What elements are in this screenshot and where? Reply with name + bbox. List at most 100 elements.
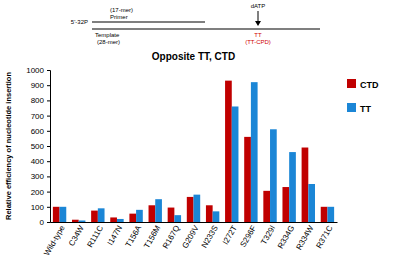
- tick: N233S: [200, 222, 220, 250]
- annotation: 5'-32P: [71, 19, 88, 25]
- bar: [302, 148, 309, 222]
- tick: 500: [31, 142, 50, 151]
- tick-mark: [47, 176, 50, 177]
- bar: [129, 214, 136, 222]
- annotation: TT: [254, 32, 262, 38]
- legend: CTD TT: [347, 79, 379, 114]
- bar: [136, 210, 143, 222]
- annotation: Primer: [110, 14, 128, 20]
- tick: R334W: [294, 222, 315, 252]
- bar: [225, 81, 232, 222]
- bar: [289, 152, 296, 222]
- tick-label: T156A: [124, 223, 144, 248]
- tick: R371C: [314, 222, 334, 250]
- tick-label: 0: [40, 218, 45, 227]
- bars: [53, 81, 334, 222]
- tick-label: R167Q: [161, 224, 181, 250]
- tick: 800: [31, 96, 50, 105]
- annotation: (28-mer): [97, 39, 120, 45]
- tick-label: 300: [31, 172, 45, 181]
- tick: Wild-type: [42, 222, 67, 257]
- bar: [213, 211, 220, 222]
- tick: R111C: [85, 222, 105, 249]
- tick: C34W: [67, 222, 86, 248]
- tick: I147N: [106, 222, 125, 247]
- tick-mark: [47, 222, 50, 223]
- bar: [194, 195, 201, 222]
- tick-mark: [47, 161, 50, 162]
- tick: S296F: [238, 222, 258, 249]
- tick-label: 100: [31, 203, 45, 212]
- bar: [98, 208, 105, 222]
- bar: [155, 199, 162, 222]
- axis-line: [47, 71, 51, 223]
- primer-line: [92, 21, 205, 22]
- tick-label: S296F: [238, 224, 258, 249]
- tick-label: N233S: [200, 224, 220, 250]
- tick: 300: [31, 172, 50, 181]
- annotation: (17-mer): [110, 7, 133, 13]
- tick-label: 600: [31, 127, 45, 136]
- tick: 900: [31, 81, 50, 90]
- bar: [187, 197, 194, 222]
- legend-label: CTD: [360, 80, 379, 90]
- bar: [91, 211, 98, 222]
- chart: 5'-32P(17-mer)PrimerTemplate(28-mer)dATP…: [0, 0, 399, 276]
- title: Opposite TT, CTD: [152, 51, 235, 62]
- bar: [79, 220, 86, 222]
- legend-swatch: [347, 79, 356, 88]
- tick: I272T: [221, 222, 239, 246]
- bar: [244, 137, 251, 222]
- tick-label: C34W: [67, 224, 86, 248]
- tick: 200: [31, 188, 50, 197]
- bar: [206, 205, 213, 222]
- tick: R167Q: [161, 222, 181, 250]
- tick-label: 800: [31, 96, 45, 105]
- bar: [60, 207, 67, 222]
- tick: T156A: [124, 222, 144, 249]
- annotation: (TT-CPD): [245, 39, 271, 45]
- tick: R334G: [276, 222, 296, 250]
- tick-mark: [47, 100, 50, 101]
- tick: 0: [40, 218, 50, 227]
- bar: [251, 82, 258, 222]
- tick-mark: [47, 85, 50, 86]
- bar: [168, 208, 175, 222]
- tick-label: R334W: [294, 224, 315, 252]
- tick-label: T156M: [142, 224, 162, 250]
- tick-label: R371C: [314, 224, 334, 250]
- tick: 600: [31, 127, 50, 136]
- tick-label: R111C: [85, 224, 105, 249]
- bar: [327, 207, 334, 222]
- tick-label: 1000: [26, 66, 44, 75]
- annotation: dATP: [251, 3, 266, 9]
- template-line: [92, 28, 320, 29]
- bar: [72, 220, 79, 222]
- tick-label: G209V: [180, 223, 201, 250]
- axis-title: Relative efficiency of nucleotide insert…: [4, 72, 13, 220]
- bar: [110, 217, 117, 222]
- legend-swatch: [347, 103, 356, 112]
- tick: G209V: [180, 222, 201, 250]
- tick-label: 700: [31, 112, 45, 121]
- axis-line: [51, 222, 338, 223]
- tick: 1000: [26, 66, 50, 75]
- legend-label: TT: [360, 104, 371, 114]
- tick-label: 900: [31, 81, 45, 90]
- tick: 700: [31, 112, 50, 121]
- bar: [321, 207, 328, 222]
- tick: 100: [31, 203, 50, 212]
- tick-mark: [47, 192, 50, 193]
- tick-mark: [47, 207, 50, 208]
- diagram: 5'-32P(17-mer)PrimerTemplate(28-mer)dATP…: [71, 3, 320, 45]
- bar: [232, 106, 239, 222]
- plot: 0 100 200 300 400 500 600 700 800 900 1000 Wild-typ…: [26, 66, 337, 257]
- bar: [308, 184, 315, 222]
- bar: [117, 219, 124, 222]
- tick-label: I272T: [221, 224, 239, 246]
- tick-label: 200: [31, 188, 45, 197]
- tick-mark: [47, 146, 50, 147]
- bar: [174, 215, 181, 222]
- tick: 400: [31, 157, 50, 166]
- tick-mark: [47, 131, 50, 132]
